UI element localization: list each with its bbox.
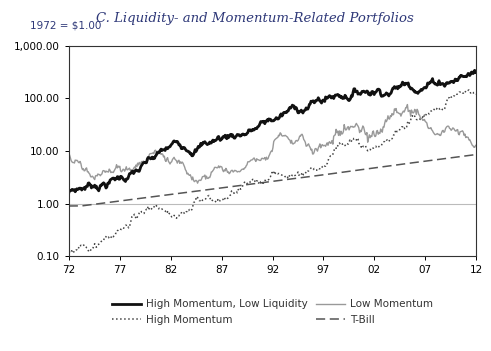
Low Momentum bbox=[473, 143, 479, 147]
Low Momentum bbox=[405, 102, 410, 107]
High Momentum bbox=[86, 250, 92, 254]
High Momentum bbox=[66, 250, 72, 254]
T-Bill bbox=[66, 204, 72, 208]
T-Bill bbox=[72, 204, 78, 208]
High Momentum, Low Liquidity bbox=[473, 69, 479, 74]
High Momentum, Low Liquidity bbox=[408, 87, 413, 91]
High Momentum bbox=[409, 116, 414, 120]
Line: High Momentum, Low Liquidity: High Momentum, Low Liquidity bbox=[69, 70, 476, 193]
Low Momentum bbox=[219, 165, 225, 169]
Low Momentum bbox=[409, 110, 415, 114]
T-Bill bbox=[473, 153, 479, 157]
Low Momentum bbox=[259, 156, 265, 160]
T-Bill bbox=[218, 186, 224, 190]
High Momentum, Low Liquidity bbox=[72, 187, 78, 192]
T-Bill bbox=[408, 161, 413, 165]
Text: C. Liquidity- and Momentum-Related Portfolios: C. Liquidity- and Momentum-Related Portf… bbox=[96, 12, 414, 25]
High Momentum bbox=[219, 198, 225, 202]
High Momentum, Low Liquidity bbox=[218, 137, 224, 141]
High Momentum bbox=[466, 88, 472, 92]
Line: High Momentum: High Momentum bbox=[69, 90, 476, 252]
Legend: High Momentum, Low Liquidity, High Momentum, Low Momentum, T-Bill: High Momentum, Low Liquidity, High Momen… bbox=[108, 295, 437, 329]
Line: Low Momentum: Low Momentum bbox=[69, 105, 476, 183]
T-Bill bbox=[259, 181, 265, 185]
High Momentum, Low Liquidity bbox=[400, 81, 406, 85]
T-Bill bbox=[303, 175, 309, 179]
T-Bill bbox=[400, 162, 406, 166]
High Momentum, Low Liquidity bbox=[66, 191, 72, 195]
Low Momentum bbox=[194, 181, 200, 185]
High Momentum, Low Liquidity bbox=[472, 68, 478, 72]
Text: 1972 = $1.00: 1972 = $1.00 bbox=[30, 21, 102, 31]
Low Momentum bbox=[66, 152, 72, 156]
Low Momentum bbox=[401, 110, 407, 114]
Low Momentum bbox=[304, 144, 310, 148]
High Momentum bbox=[401, 126, 407, 130]
Line: T-Bill: T-Bill bbox=[69, 155, 476, 206]
High Momentum bbox=[72, 250, 78, 254]
High Momentum bbox=[304, 171, 310, 175]
High Momentum bbox=[473, 92, 479, 96]
High Momentum, Low Liquidity bbox=[303, 106, 309, 110]
High Momentum bbox=[259, 181, 265, 185]
High Momentum, Low Liquidity bbox=[259, 120, 265, 124]
Low Momentum bbox=[72, 161, 78, 165]
